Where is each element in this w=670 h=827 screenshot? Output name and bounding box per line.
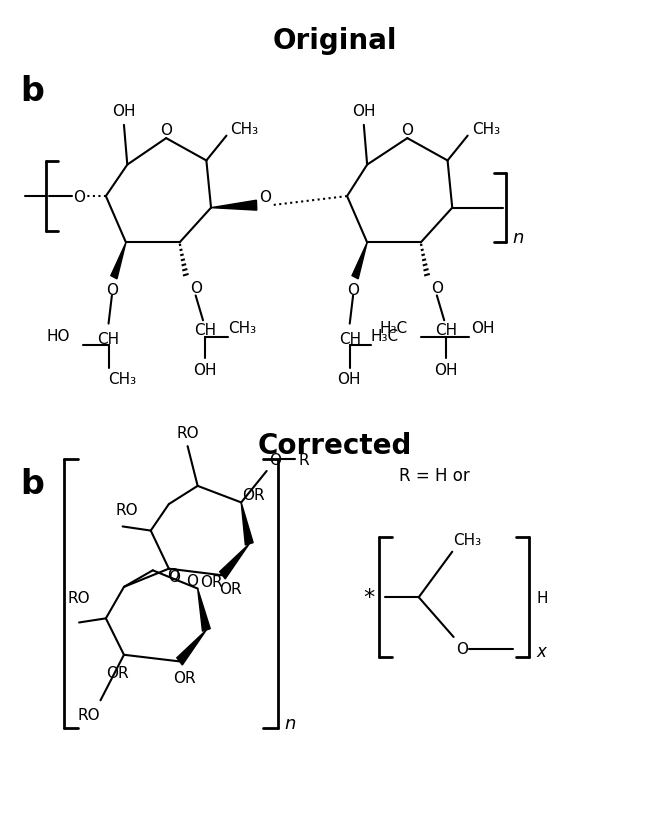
Text: *: *	[363, 587, 374, 608]
Text: R: R	[298, 452, 309, 467]
Text: RO: RO	[116, 503, 139, 518]
Text: O: O	[186, 573, 198, 588]
Text: CH: CH	[435, 323, 458, 337]
Text: H: H	[537, 590, 549, 605]
Text: H₃C: H₃C	[371, 328, 399, 343]
Text: OH: OH	[336, 371, 360, 386]
Text: n: n	[513, 228, 523, 246]
Text: RO: RO	[78, 707, 100, 722]
Text: b: b	[20, 467, 44, 500]
Text: RO: RO	[176, 425, 199, 440]
Text: OR: OR	[200, 575, 222, 590]
Text: O: O	[269, 452, 281, 467]
Text: OH: OH	[470, 321, 494, 336]
Text: O: O	[106, 283, 118, 298]
Polygon shape	[352, 243, 367, 280]
Text: CH: CH	[97, 332, 120, 347]
Text: CH₃: CH₃	[228, 321, 256, 336]
Polygon shape	[241, 503, 253, 545]
Text: x: x	[537, 642, 546, 660]
Text: n: n	[285, 715, 295, 733]
Polygon shape	[177, 630, 206, 665]
Text: O: O	[190, 281, 202, 296]
Text: O: O	[431, 281, 443, 296]
Text: b: b	[20, 74, 44, 108]
Text: RO: RO	[68, 590, 90, 605]
Text: CH₃: CH₃	[453, 532, 481, 547]
Text: O: O	[168, 570, 180, 585]
Text: Original: Original	[273, 27, 397, 55]
Text: OR: OR	[106, 666, 129, 681]
Text: CH₃: CH₃	[472, 122, 500, 137]
Text: CH: CH	[194, 323, 216, 337]
Text: O: O	[456, 641, 468, 657]
Text: O: O	[160, 123, 172, 138]
Polygon shape	[220, 544, 249, 579]
Text: CH₃: CH₃	[230, 122, 259, 137]
Text: H₃C: H₃C	[379, 321, 407, 336]
Text: OR: OR	[242, 487, 265, 502]
Text: O: O	[347, 283, 359, 298]
Polygon shape	[111, 243, 126, 280]
Text: OR: OR	[174, 671, 196, 686]
Text: Corrected: Corrected	[258, 432, 412, 460]
Polygon shape	[198, 589, 210, 632]
Text: O: O	[168, 567, 179, 582]
Text: CH: CH	[338, 332, 361, 347]
Text: OH: OH	[112, 104, 136, 119]
Text: O: O	[259, 190, 271, 205]
Text: OH: OH	[434, 362, 458, 377]
Text: CH₃: CH₃	[108, 371, 136, 386]
Text: HO: HO	[47, 328, 70, 343]
Text: R = H or: R = H or	[399, 466, 470, 485]
Text: O: O	[73, 189, 85, 204]
Text: OR: OR	[219, 581, 242, 596]
Text: O: O	[401, 123, 413, 138]
Text: OH: OH	[193, 362, 217, 377]
Polygon shape	[211, 201, 257, 211]
Text: OH: OH	[352, 104, 376, 119]
